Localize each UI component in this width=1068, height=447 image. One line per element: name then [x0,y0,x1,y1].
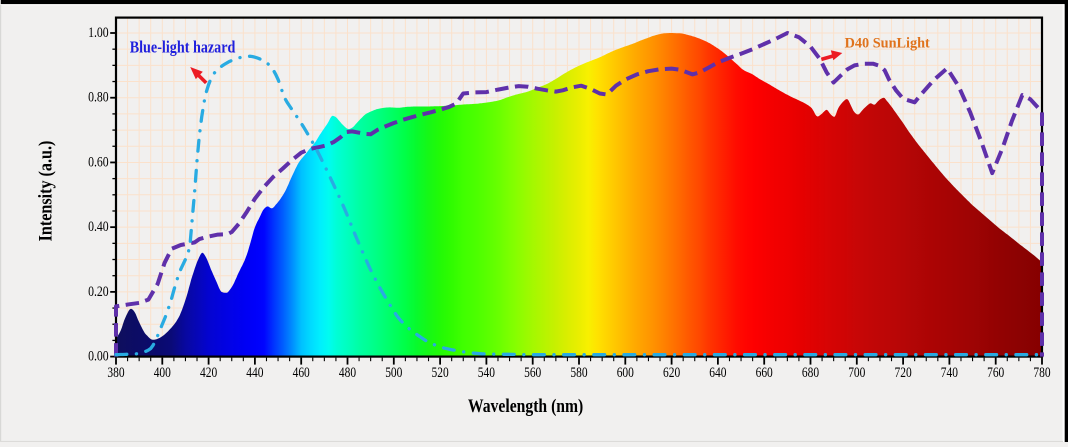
svg-text:420: 420 [200,365,217,381]
svg-text:0.80: 0.80 [88,90,109,106]
svg-text:Blue-light hazard: Blue-light hazard [130,38,236,57]
svg-text:480: 480 [339,365,356,381]
svg-text:760: 760 [987,365,1004,381]
svg-text:780: 780 [1033,365,1050,381]
svg-text:380: 380 [107,365,124,381]
svg-text:Intensity (a.u.): Intensity (a.u.) [37,141,57,242]
svg-text:720: 720 [895,365,912,381]
svg-text:580: 580 [570,365,587,381]
svg-text:0.60: 0.60 [88,154,109,170]
svg-text:740: 740 [941,365,958,381]
svg-text:620: 620 [663,365,680,381]
svg-text:500: 500 [385,365,402,381]
svg-text:640: 640 [709,365,726,381]
svg-text:0.20: 0.20 [88,284,109,300]
svg-text:D40 SunLight: D40 SunLight [845,36,930,52]
svg-text:1.00: 1.00 [88,25,109,41]
svg-text:660: 660 [756,365,773,381]
svg-text:680: 680 [802,365,819,381]
svg-text:400: 400 [154,365,171,381]
svg-text:540: 540 [478,365,495,381]
svg-text:440: 440 [246,365,263,381]
svg-text:700: 700 [848,365,865,381]
svg-text:460: 460 [293,365,310,381]
svg-text:0.40: 0.40 [88,219,109,235]
svg-text:560: 560 [524,365,541,381]
svg-text:520: 520 [432,365,449,381]
svg-text:600: 600 [617,365,634,381]
svg-text:0.00: 0.00 [88,349,109,365]
svg-text:Wavelength (nm): Wavelength (nm) [468,397,583,417]
